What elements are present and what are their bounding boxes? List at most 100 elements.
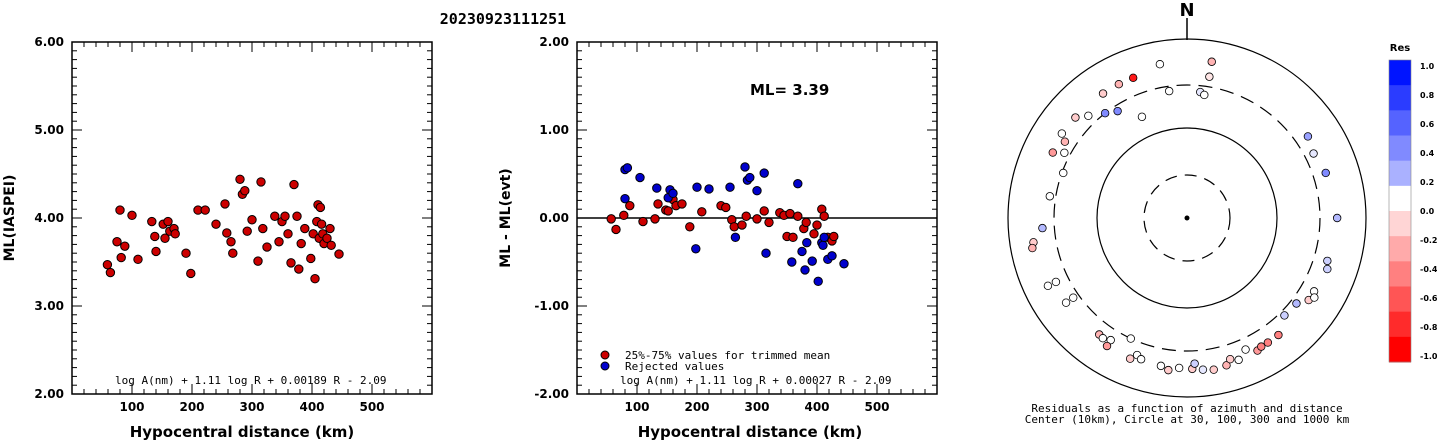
- data-point: [668, 188, 678, 199]
- data-point: [242, 226, 252, 236]
- station-point: [1257, 342, 1266, 351]
- data-point: [200, 205, 210, 215]
- data-point: [247, 215, 257, 225]
- data-point: [235, 174, 245, 184]
- data-point: [807, 256, 817, 266]
- station-point: [1310, 293, 1319, 302]
- station-point: [1303, 132, 1313, 141]
- y-tick-label: 2.00: [539, 35, 569, 49]
- data-point: [283, 229, 293, 239]
- x-tick-label: 400: [804, 400, 829, 414]
- data-point: [105, 267, 116, 278]
- station-point: [1323, 256, 1332, 266]
- data-point: [240, 186, 250, 196]
- data-point: [163, 216, 173, 227]
- x-tick-label: 100: [624, 400, 649, 414]
- magnitude-points: [102, 174, 344, 284]
- data-point: [730, 232, 741, 243]
- data-point: [147, 216, 157, 227]
- colorbar-segment: [1389, 135, 1411, 162]
- station-point: [1043, 281, 1053, 291]
- data-point: [697, 207, 707, 217]
- magnitude-ticks: 100 200 300 400 500 2.00 3.00 4.00 5.00 6.00: [34, 35, 433, 414]
- station-point: [1100, 108, 1110, 118]
- x-tick-label: 300: [239, 400, 264, 414]
- data-point: [222, 228, 232, 238]
- data-point: [729, 222, 739, 232]
- station-point: [1128, 73, 1138, 83]
- colorbar: [1388, 59, 1412, 363]
- data-point: [296, 238, 306, 249]
- data-point: [258, 223, 268, 234]
- station-point: [1207, 57, 1216, 66]
- data-point: [829, 231, 839, 242]
- legend-marker-rejected: [600, 361, 610, 371]
- data-point: [606, 214, 616, 224]
- data-point: [274, 237, 284, 247]
- data-point: [752, 186, 762, 196]
- station-point: [1222, 361, 1231, 370]
- colorbar-tick-label: -0.6: [1420, 294, 1437, 303]
- x-tick-label: 500: [359, 400, 384, 414]
- magnitude-x-axis-label: Hypocentral distance (km): [130, 423, 355, 441]
- magnitude-y-axis-label: ML(IASPEI): [2, 175, 18, 262]
- colorbar-segment: [1389, 236, 1411, 262]
- data-point: [306, 253, 316, 264]
- colorbar-labels: 1.0 0.8 0.6 0.4 0.2 0.0 -0.2 -0.4 -0.6 -0.8 -1.0: [1420, 62, 1437, 361]
- data-point: [827, 251, 837, 261]
- station-point: [1274, 330, 1283, 340]
- data-point: [133, 254, 143, 265]
- data-point: [211, 219, 221, 229]
- north-label: N: [1179, 0, 1194, 21]
- station-point: [1102, 341, 1112, 351]
- azimuth-points: [1028, 57, 1342, 375]
- station-point: [1051, 277, 1061, 287]
- station-point: [1155, 60, 1165, 69]
- colorbar-tick-label: 0.0: [1420, 207, 1435, 216]
- station-point: [1164, 86, 1174, 96]
- data-point: [322, 233, 332, 243]
- y-tick-label: -2.00: [534, 387, 569, 401]
- data-point: [289, 179, 299, 190]
- legend-label-rejected: Rejected values: [625, 360, 724, 373]
- data-point: [818, 240, 828, 250]
- station-point: [1280, 311, 1289, 320]
- colorbar-title: Res: [1390, 43, 1410, 54]
- y-tick-label: 2.00: [34, 387, 64, 401]
- data-point: [160, 233, 170, 243]
- station-point: [1059, 168, 1068, 178]
- y-tick-label: 0.00: [539, 211, 569, 225]
- y-tick-label: 3.00: [34, 299, 64, 313]
- station-point: [1209, 365, 1218, 374]
- station-point: [1190, 359, 1199, 368]
- data-point: [102, 259, 113, 270]
- station-point: [1323, 264, 1332, 274]
- data-point: [685, 222, 695, 232]
- data-point: [120, 241, 130, 251]
- colorbar-segment: [1389, 110, 1411, 136]
- data-point: [292, 211, 302, 221]
- colorbar-segment: [1389, 160, 1411, 187]
- colorbar-tick-label: 0.4: [1420, 149, 1435, 158]
- colorbar-segment: [1389, 211, 1411, 237]
- colorbar-segment: [1389, 185, 1411, 212]
- data-point: [741, 211, 751, 221]
- colorbar-segment: [1389, 336, 1411, 363]
- station-point: [1084, 111, 1093, 121]
- station-point: [1106, 335, 1115, 345]
- y-tick-label: 4.00: [34, 211, 64, 225]
- data-point: [316, 219, 327, 229]
- data-point: [812, 220, 822, 230]
- ring-300km: [1053, 84, 1321, 352]
- data-point: [663, 206, 673, 216]
- data-point: [228, 248, 238, 258]
- colorbar-tick-label: 0.6: [1420, 120, 1435, 129]
- data-point: [797, 246, 807, 257]
- station-point: [1321, 168, 1330, 178]
- center-marker: [1184, 215, 1190, 221]
- data-point: [809, 229, 819, 239]
- station-point: [1174, 363, 1184, 373]
- residual-points: [606, 162, 849, 287]
- data-point: [793, 178, 803, 189]
- x-tick-label: 200: [684, 400, 709, 414]
